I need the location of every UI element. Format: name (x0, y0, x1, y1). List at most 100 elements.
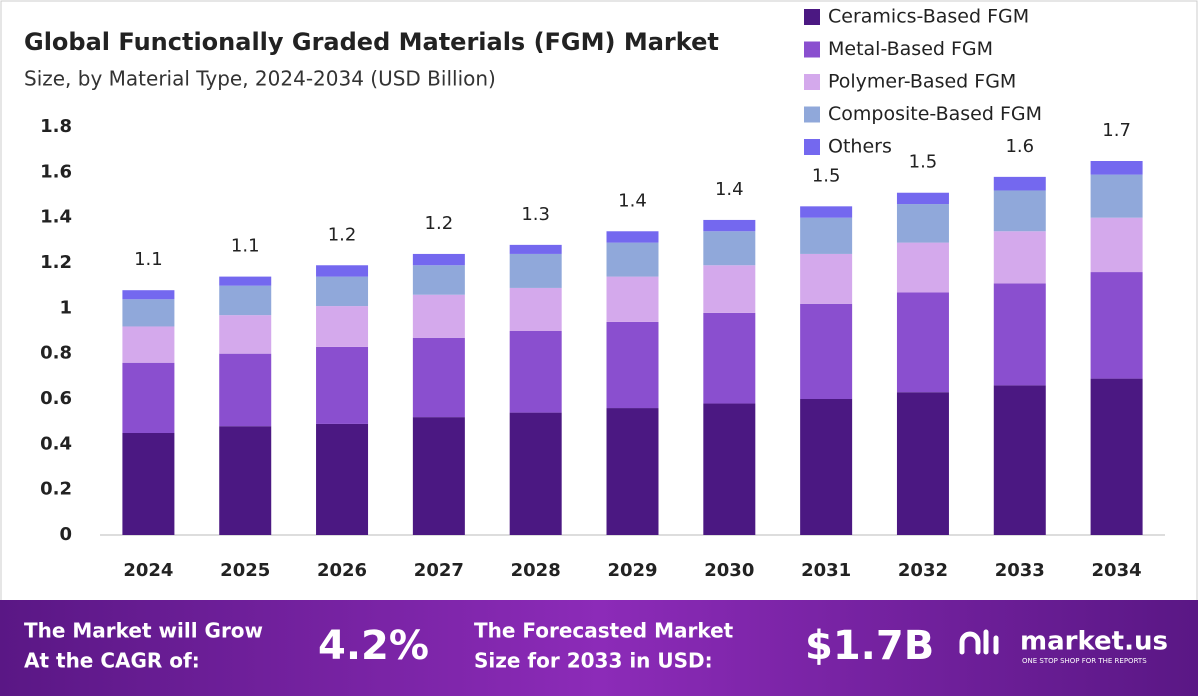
total-label: 1.1 (134, 249, 163, 270)
y-tick-label: 1.6 (40, 161, 72, 182)
total-label: 1.2 (328, 224, 357, 245)
legend-label: Polymer-Based FGM (828, 71, 1016, 93)
bar-segment (219, 353, 272, 427)
bar-segment (509, 412, 562, 535)
total-label: 1.3 (521, 204, 550, 225)
legend-swatch (804, 106, 820, 123)
bar-segment (219, 315, 272, 354)
bar-segment (412, 337, 465, 418)
x-tick-label: 2027 (414, 560, 464, 581)
legend-swatch (804, 139, 820, 155)
y-tick-label: 1.4 (40, 207, 72, 228)
y-tick-label: 1.8 (40, 116, 72, 137)
total-label: 1.5 (812, 165, 841, 186)
bar-segment (509, 253, 562, 288)
bar-segment (606, 242, 659, 277)
legend-swatch (804, 41, 820, 58)
y-tick-label: 0.8 (40, 343, 72, 364)
y-tick-label: 1 (59, 297, 72, 318)
bar-segment (122, 433, 175, 535)
total-label: 1.6 (1005, 136, 1034, 157)
footer-text: The Market will Grow (24, 619, 263, 643)
x-tick-label: 2033 (995, 560, 1045, 581)
y-tick-label: 0.6 (40, 388, 72, 409)
bar-segment (606, 321, 659, 409)
bar-segment (606, 231, 659, 243)
bar-segment (896, 192, 949, 205)
x-tick-label: 2030 (704, 560, 754, 581)
bar-segment (800, 399, 853, 535)
legend-swatch (804, 9, 820, 25)
bar-segment (993, 176, 1046, 191)
bar-segment (412, 417, 465, 535)
bar-segment (993, 190, 1046, 232)
bar-segment (219, 276, 272, 286)
x-tick-label: 2032 (898, 560, 948, 581)
y-tick-label: 1.2 (40, 252, 72, 273)
bar-segment (606, 408, 659, 535)
bar-segment (412, 294, 465, 338)
total-label: 1.7 (1102, 120, 1131, 141)
chart-subtitle: Size, by Material Type, 2024-2034 (USD B… (24, 67, 496, 91)
legend-label: Metal-Based FGM (828, 38, 993, 60)
x-tick-label: 2026 (317, 560, 367, 581)
total-label: 1.1 (231, 236, 260, 257)
bar-segment (800, 253, 853, 304)
x-tick-label: 2025 (220, 560, 270, 581)
bar-segment (412, 253, 465, 266)
total-label: 1.4 (618, 190, 647, 211)
chart-title: Global Functionally Graded Materials (FG… (24, 28, 719, 56)
total-label: 1.4 (715, 179, 744, 200)
bar-segment (1090, 378, 1143, 535)
x-tick-label: 2028 (511, 560, 561, 581)
bar-segment (316, 423, 369, 535)
legend-swatch (804, 74, 820, 90)
x-tick-label: 2034 (1092, 560, 1142, 581)
bar-segment (606, 276, 659, 322)
cagr-value: 4.2% (318, 623, 429, 669)
x-tick-label: 2029 (607, 560, 657, 581)
bar-segment (1090, 174, 1143, 218)
bar-segment (122, 290, 175, 300)
footer-text: At the CAGR of: (24, 649, 200, 673)
bar-segment (316, 276, 369, 307)
bar-segment (703, 265, 756, 313)
bar-segment (703, 312, 756, 404)
bar-segment (993, 385, 1046, 535)
bar-segment (316, 346, 369, 424)
total-label: 1.5 (909, 152, 938, 173)
y-tick-label: 0.2 (40, 479, 72, 500)
y-tick-label: 0.4 (40, 433, 72, 454)
bar-segment (122, 299, 175, 327)
bar-segment (896, 242, 949, 293)
bar-segment (316, 306, 369, 347)
legend-label: Composite-Based FGM (828, 103, 1042, 125)
bar-segment (412, 265, 465, 295)
bar-segment (896, 392, 949, 535)
bar-segment (896, 204, 949, 243)
bar-segment (703, 219, 756, 232)
bar-segment (122, 326, 175, 363)
tagline: ONE STOP SHOP FOR THE REPORTS (1022, 657, 1147, 665)
bar-segment (703, 231, 756, 266)
y-tick-label: 0 (59, 524, 72, 545)
bar-segment (219, 285, 272, 316)
bar-segment (896, 292, 949, 393)
bar-segment (800, 217, 853, 254)
bar-segment (509, 331, 562, 413)
bar-segment (1090, 272, 1143, 379)
bar-segment (1090, 161, 1143, 175)
bar-segment (219, 426, 272, 535)
bar-segment (509, 244, 562, 254)
legend-label: Others (828, 136, 892, 158)
bar-segment (509, 287, 562, 331)
bar-segment (800, 303, 853, 399)
forecast-value: $1.7B (805, 623, 934, 669)
bar-segment (122, 362, 175, 433)
total-label: 1.2 (425, 213, 454, 234)
footer-text: The Forecasted Market (474, 619, 734, 643)
logo-icon (959, 629, 999, 655)
brand: market.us (1020, 627, 1168, 657)
